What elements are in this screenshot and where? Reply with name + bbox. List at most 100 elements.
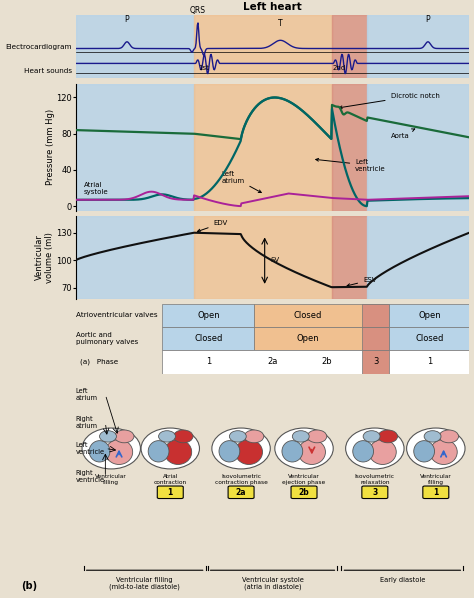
Ellipse shape [244, 430, 264, 443]
Text: 1: 1 [206, 357, 211, 366]
Ellipse shape [229, 431, 246, 442]
Bar [362, 350, 390, 374]
Bar [76, 15, 194, 78]
Text: P: P [426, 16, 430, 25]
Text: 1: 1 [427, 357, 432, 366]
Bar [390, 327, 469, 350]
Bar [163, 304, 255, 327]
Ellipse shape [148, 441, 169, 462]
Text: (b): (b) [21, 581, 37, 591]
Text: 1st: 1st [198, 65, 209, 71]
Bar [76, 84, 194, 210]
Text: Left
ventricle: Left ventricle [76, 442, 105, 455]
Text: QRS: QRS [190, 6, 206, 15]
Ellipse shape [164, 440, 191, 465]
Ellipse shape [89, 441, 110, 462]
Bar [331, 15, 367, 78]
Ellipse shape [424, 431, 441, 442]
Text: Electrocardiogram: Electrocardiogram [5, 44, 72, 50]
Ellipse shape [275, 428, 333, 469]
Text: T: T [278, 19, 283, 28]
Bar [194, 15, 331, 78]
Text: Isovolumetric
contraction phase: Isovolumetric contraction phase [215, 474, 267, 484]
Text: Ventricular filling
(mid-to-late diastole): Ventricular filling (mid-to-late diastol… [109, 576, 180, 590]
Bar [367, 15, 469, 78]
Bar [362, 304, 390, 327]
Ellipse shape [212, 428, 270, 469]
FancyBboxPatch shape [228, 486, 254, 499]
Text: Ventricular
filling: Ventricular filling [95, 474, 127, 484]
Bar [367, 84, 469, 210]
Text: Closed: Closed [194, 334, 223, 343]
Text: Early diastole: Early diastole [380, 576, 425, 582]
Text: Left heart: Left heart [243, 2, 302, 13]
Text: Aortic and
pulmonary valves: Aortic and pulmonary valves [76, 331, 138, 344]
Bar [163, 350, 469, 374]
FancyBboxPatch shape [291, 486, 317, 499]
Text: 1: 1 [168, 487, 173, 496]
Ellipse shape [173, 430, 193, 443]
Ellipse shape [369, 440, 396, 465]
Text: 2nd: 2nd [333, 65, 346, 71]
Text: P: P [125, 16, 129, 25]
Text: Atrial
systole: Atrial systole [84, 182, 109, 194]
Ellipse shape [430, 440, 457, 465]
Ellipse shape [82, 428, 140, 469]
Ellipse shape [407, 428, 465, 469]
Text: SV: SV [271, 257, 280, 263]
FancyBboxPatch shape [423, 486, 449, 499]
Bar [255, 304, 390, 327]
Text: Closed: Closed [294, 311, 322, 320]
Bar [76, 216, 194, 298]
Text: Right
atrium: Right atrium [76, 416, 98, 429]
Text: Atrioventricular valves: Atrioventricular valves [76, 312, 157, 318]
Text: Atrial
contraction: Atrial contraction [154, 474, 187, 484]
Text: 3: 3 [372, 487, 377, 496]
Text: 2a: 2a [268, 357, 278, 366]
Ellipse shape [100, 431, 117, 442]
Ellipse shape [363, 431, 380, 442]
Text: 2b: 2b [321, 357, 332, 366]
Bar [331, 216, 367, 298]
FancyBboxPatch shape [157, 486, 183, 499]
Ellipse shape [378, 430, 398, 443]
Text: Dicrotic notch: Dicrotic notch [339, 93, 439, 109]
Text: 2a: 2a [236, 487, 246, 496]
Bar [367, 216, 469, 298]
Text: Right
ventricle: Right ventricle [76, 470, 105, 483]
Text: Open: Open [418, 311, 441, 320]
Ellipse shape [141, 428, 200, 469]
Ellipse shape [346, 428, 404, 469]
Text: Left
ventricle: Left ventricle [316, 158, 386, 172]
Ellipse shape [307, 430, 327, 443]
Y-axis label: Pressure (mm Hg): Pressure (mm Hg) [46, 109, 55, 185]
Ellipse shape [105, 440, 133, 465]
Text: 3: 3 [373, 357, 378, 366]
Bar [390, 304, 469, 327]
Y-axis label: Ventricular
volume (ml): Ventricular volume (ml) [35, 232, 55, 283]
Text: Left
atrium: Left atrium [221, 170, 261, 193]
Bar [255, 327, 390, 350]
Ellipse shape [414, 441, 435, 462]
Bar [194, 216, 331, 298]
Ellipse shape [353, 441, 374, 462]
Text: Isovolumetric
relaxation: Isovolumetric relaxation [355, 474, 395, 484]
Bar [163, 327, 255, 350]
Ellipse shape [235, 440, 263, 465]
FancyBboxPatch shape [362, 486, 388, 499]
Text: Ventricular systole
(atria in diastole): Ventricular systole (atria in diastole) [242, 576, 303, 590]
Bar [331, 84, 367, 210]
Text: ESV: ESV [347, 277, 376, 286]
Text: Aorta: Aorta [391, 129, 415, 139]
Text: 1: 1 [433, 487, 438, 496]
Ellipse shape [115, 430, 134, 443]
Text: 2b: 2b [299, 487, 310, 496]
Ellipse shape [292, 431, 309, 442]
Text: Left
atrium: Left atrium [76, 388, 98, 401]
Text: (a)   Phase: (a) Phase [80, 358, 118, 365]
Text: Closed: Closed [415, 334, 444, 343]
Text: Ventricular
ejection phase: Ventricular ejection phase [283, 474, 326, 484]
Bar [194, 84, 331, 210]
Text: Open: Open [197, 311, 220, 320]
Ellipse shape [298, 440, 326, 465]
